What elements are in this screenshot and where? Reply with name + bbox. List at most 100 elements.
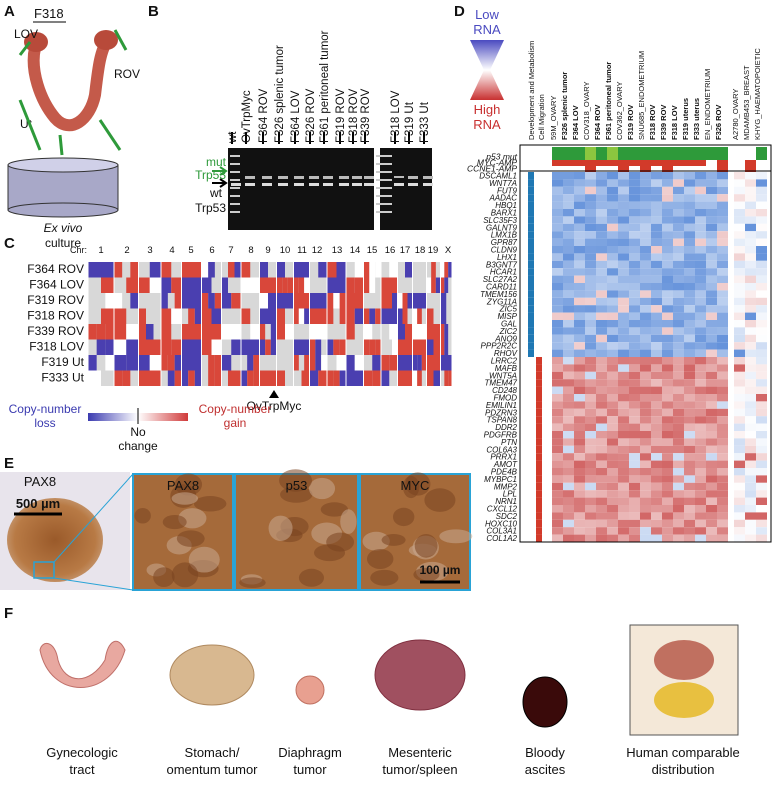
cnv-segment — [201, 324, 222, 340]
heatmap-cell — [607, 394, 618, 402]
cnv-segment — [181, 262, 202, 278]
heatmap-cell — [640, 460, 651, 468]
heatmap-cell — [651, 416, 662, 424]
heatmap-cell — [574, 268, 585, 276]
heatmap-cell — [574, 438, 585, 446]
heatmap-cell — [574, 408, 585, 417]
cnv-segment — [298, 277, 305, 293]
gene-label: BARX1 — [491, 209, 517, 218]
heatmap-cell — [756, 312, 767, 320]
heatmap-cell — [552, 186, 563, 195]
lane-label: F364 ROV — [258, 88, 270, 143]
heatmap-cell — [734, 468, 745, 476]
heatmap-cell — [756, 290, 767, 298]
chr-label: 5 — [188, 245, 193, 256]
cnv-segment — [407, 355, 413, 371]
annotation-cell — [684, 147, 695, 160]
ihc-texture — [439, 529, 473, 544]
heatmap-cell — [717, 349, 728, 357]
heatmap-cell — [607, 320, 618, 328]
heatmap-cell — [745, 475, 756, 483]
annotation-cell — [629, 166, 640, 172]
cnv-segment — [208, 355, 215, 371]
cnv-segment — [402, 308, 408, 324]
heatmap-cell — [640, 297, 651, 306]
annotation-cell — [574, 166, 585, 172]
heatmap-cell — [596, 238, 607, 246]
lane-label: F333 Ut — [419, 101, 431, 143]
heatmap-cell — [734, 357, 745, 365]
heatmap-cell — [596, 305, 607, 313]
heatmap-cell — [684, 416, 695, 424]
heatmap-cell — [618, 386, 629, 394]
panel-letter: D — [454, 3, 465, 20]
heatmap-cell — [706, 275, 717, 283]
annotation-cell — [629, 160, 640, 166]
heatmap-cell — [734, 275, 745, 283]
column-label: F364 ROV — [593, 105, 602, 140]
module-bar — [536, 386, 542, 394]
cnv-segment — [161, 262, 172, 278]
heatmap-cell — [684, 371, 695, 380]
sample-label: F318 ROV — [27, 309, 84, 323]
heatmap-cell — [640, 371, 651, 380]
cnv-segment — [431, 277, 436, 293]
heatmap-cell — [717, 482, 728, 491]
heatmap-cell — [618, 209, 629, 217]
heatmap-cell — [756, 512, 767, 520]
cnv-segment — [386, 293, 392, 309]
heatmap-cell — [706, 201, 717, 209]
heatmap-cell — [618, 534, 629, 542]
heatmap-cell — [563, 364, 574, 372]
heatmap-cell — [662, 534, 673, 542]
cnv-segment — [265, 339, 271, 355]
panel-letter: C — [4, 235, 15, 252]
heatmap-cell — [706, 401, 717, 409]
heatmap-cell — [563, 320, 574, 328]
heatmap-cell — [552, 394, 563, 402]
annotation-cell — [574, 160, 585, 166]
heatmap-cell — [607, 216, 618, 224]
heatmap-cell — [756, 371, 767, 380]
heatmap-cell — [745, 468, 756, 476]
heatmap-cell — [734, 186, 745, 195]
heatmap-cell — [673, 438, 684, 446]
heatmap-cell — [673, 334, 684, 343]
heatmap-cell — [695, 490, 706, 498]
heatmap-cell — [618, 423, 629, 431]
heatmap-cell — [673, 394, 684, 402]
heatmap-cell — [640, 268, 651, 276]
cnv-segment — [293, 262, 310, 278]
heatmap-cell — [585, 334, 596, 343]
heatmap-cell — [563, 312, 574, 320]
cnv-segment — [105, 339, 114, 355]
heatmap-cell — [706, 482, 717, 491]
cnv-segment — [327, 308, 334, 324]
cnv-segment — [448, 262, 452, 278]
heatmap-cell — [585, 238, 596, 246]
ihc-texture — [366, 548, 394, 569]
heatmap-cell — [640, 394, 651, 402]
heatmap-cell — [596, 201, 607, 209]
heatmap-cell — [596, 468, 607, 476]
heatmap-cell — [618, 238, 629, 246]
heatmap-cell — [563, 334, 574, 343]
heatmap-cell — [706, 334, 717, 343]
heatmap-cell — [706, 364, 717, 372]
cnv-segment — [327, 262, 337, 278]
heatmap-cell — [684, 201, 695, 209]
gel-band — [262, 176, 272, 179]
heatmap-cell — [662, 297, 673, 306]
heatmap-cell — [756, 357, 767, 365]
panel-letter: B — [148, 3, 159, 20]
gene-label: GALNT9 — [486, 223, 518, 232]
heatmap-cell — [695, 512, 706, 520]
cnv-segment — [293, 339, 302, 355]
heatmap-cell — [717, 408, 728, 417]
heatmap-cell — [651, 275, 662, 283]
ihc-texture — [176, 530, 205, 547]
heatmap-cell — [629, 401, 640, 409]
heatmap-cell — [717, 209, 728, 217]
heatmap-cell — [607, 231, 618, 239]
heatmap-cell — [552, 438, 563, 446]
